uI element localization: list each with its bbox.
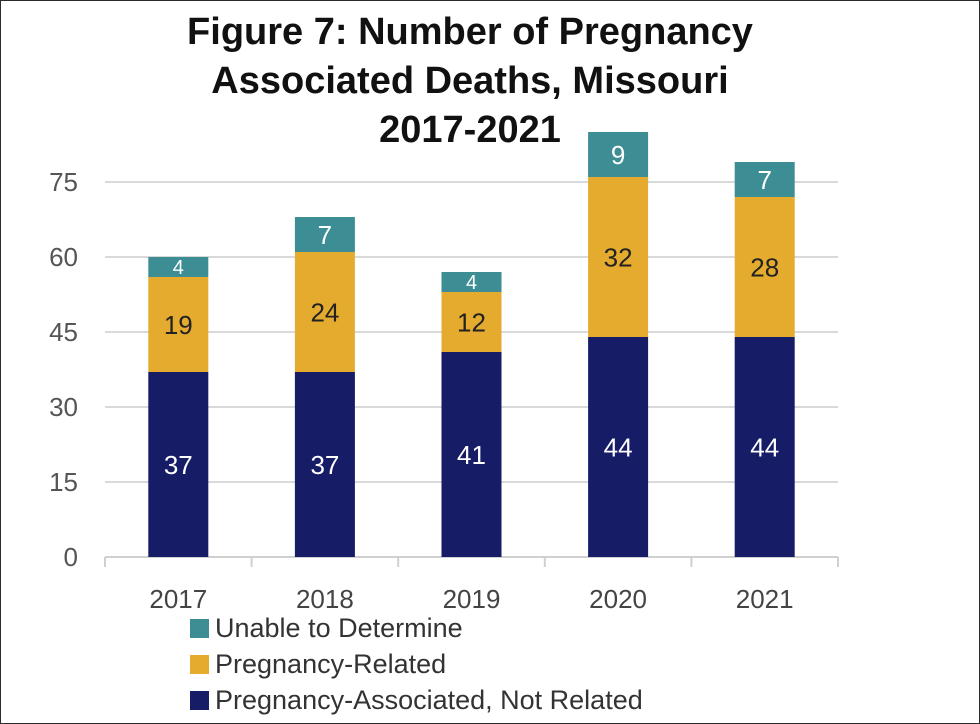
bar-segment-2021-2 bbox=[734, 162, 795, 197]
y-tick-label: 15 bbox=[49, 467, 78, 497]
y-tick-label: 45 bbox=[49, 317, 78, 347]
legend-label: Pregnancy-Related bbox=[215, 648, 447, 679]
chart-title-line-3: 2017-2021 bbox=[379, 109, 561, 151]
data-label-2020-1: 32 bbox=[604, 242, 633, 272]
legend-item: Pregnancy-Associated, Not Related bbox=[190, 682, 643, 718]
bar-segment-2020-0 bbox=[588, 337, 649, 557]
x-tick-label: 2021 bbox=[736, 584, 794, 614]
legend-label: Pregnancy-Associated, Not Related bbox=[215, 684, 643, 715]
data-label-2019-2: 4 bbox=[466, 272, 477, 294]
bar-segment-2020-1 bbox=[588, 177, 649, 337]
data-label-2018-0: 37 bbox=[310, 450, 339, 480]
bar-segment-2018-2 bbox=[294, 217, 355, 252]
data-label-2019-1: 12 bbox=[457, 307, 486, 337]
legend-swatch bbox=[190, 654, 209, 674]
bar-segment-2021-1 bbox=[734, 197, 795, 337]
data-label-2021-0: 44 bbox=[750, 432, 779, 462]
data-label-2019-0: 41 bbox=[457, 440, 486, 470]
legend-item: Unable to Determine bbox=[190, 610, 643, 646]
bar-segment-2019-1 bbox=[441, 292, 502, 352]
data-label-2020-2: 9 bbox=[611, 140, 625, 170]
data-label-2020-0: 44 bbox=[604, 432, 633, 462]
data-label-2018-1: 24 bbox=[310, 297, 339, 327]
y-tick-label: 60 bbox=[49, 242, 78, 272]
bar-segment-2020-2 bbox=[588, 132, 649, 177]
chart-title-line-2: Associated Deaths, Missouri bbox=[211, 60, 729, 102]
bar-segment-2021-0 bbox=[734, 337, 795, 557]
bar-segment-2018-0 bbox=[294, 372, 355, 557]
data-label-2018-2: 7 bbox=[318, 220, 332, 250]
legend-swatch bbox=[190, 618, 209, 638]
data-label-2021-2: 7 bbox=[757, 165, 771, 195]
bar-segment-2019-2 bbox=[441, 272, 502, 292]
data-label-2021-1: 28 bbox=[750, 252, 779, 282]
bar-segment-2019-0 bbox=[441, 352, 502, 557]
x-tick-label: 2018 bbox=[296, 584, 354, 614]
y-tick-label: 30 bbox=[49, 392, 78, 422]
y-tick-label: 0 bbox=[64, 542, 78, 572]
y-tick-label: 75 bbox=[49, 167, 78, 197]
bar-segment-2018-1 bbox=[294, 252, 355, 372]
chart-legend: Unable to Determine Pregnancy-Related Preg… bbox=[190, 610, 643, 718]
data-label-2017-1: 19 bbox=[164, 310, 193, 340]
data-label-2017-0: 37 bbox=[164, 450, 193, 480]
chart-title-line-1: Figure 7: Number of Pregnancy bbox=[187, 11, 753, 53]
legend-label: Unable to Determine bbox=[215, 612, 463, 643]
x-tick-label: 2019 bbox=[443, 584, 501, 614]
x-tick-label: 2020 bbox=[589, 584, 647, 614]
legend-item: Pregnancy-Related bbox=[190, 646, 643, 682]
chart-title: Figure 7: Number of Pregnancy Associated… bbox=[90, 8, 850, 155]
bar-segment-2017-1 bbox=[148, 277, 209, 372]
bar-segment-2017-2 bbox=[148, 257, 209, 277]
legend-swatch bbox=[190, 690, 209, 710]
bar-segment-2017-0 bbox=[148, 372, 209, 557]
x-tick-label: 2017 bbox=[149, 584, 207, 614]
data-label-2017-2: 4 bbox=[173, 257, 184, 279]
